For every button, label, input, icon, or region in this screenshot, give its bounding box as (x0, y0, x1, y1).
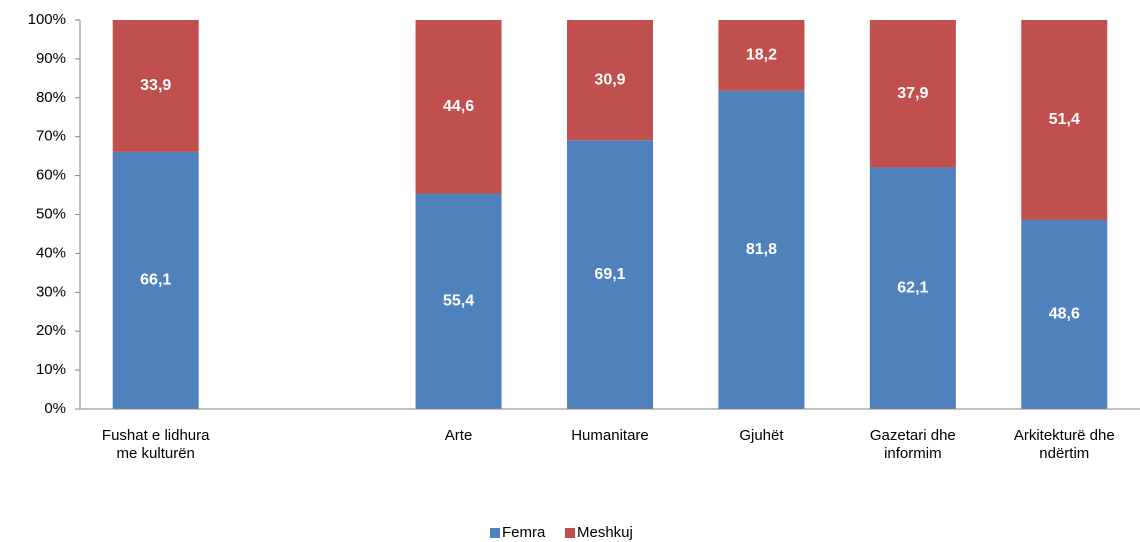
data-label: 66,1 (140, 272, 171, 289)
bar-segment (112, 20, 199, 152)
y-tick-label: 20% (36, 322, 66, 339)
legend-swatch (565, 528, 575, 538)
bar-segment (1021, 20, 1108, 220)
bar-segment (567, 140, 653, 410)
bar-segment (112, 151, 199, 409)
x-tick-label: Gjuhët (739, 427, 784, 444)
data-label: 62,1 (897, 279, 928, 296)
y-tick-label: 40% (36, 244, 66, 261)
y-tick-label: 0% (44, 400, 66, 417)
data-label: 18,2 (746, 47, 777, 64)
data-label: 55,4 (443, 292, 474, 309)
x-tick-label: Gazetari dhe informim (869, 427, 956, 462)
bar-segment (869, 20, 956, 168)
y-tick-label: 70% (36, 128, 66, 145)
data-label: 44,6 (443, 98, 474, 115)
bar-segment (1021, 219, 1108, 409)
y-tick-label: 90% (36, 50, 66, 67)
bar-segment (415, 193, 502, 409)
data-label: 37,9 (897, 85, 928, 102)
data-label: 51,4 (1049, 111, 1080, 128)
x-tick-label: Humanitare (571, 427, 649, 444)
data-label: 48,6 (1049, 306, 1080, 323)
x-tick-label: Fushat e lidhura me kulturën (101, 427, 210, 462)
data-label: 33,9 (140, 77, 171, 94)
bar-segment (415, 20, 502, 194)
y-tick-label: 10% (36, 361, 66, 378)
bar-segment (869, 167, 956, 409)
bar-segment (718, 20, 805, 91)
y-tick-label: 50% (36, 205, 66, 222)
data-label: 81,8 (746, 241, 777, 258)
legend-swatch (490, 528, 500, 538)
bar-segment (567, 20, 653, 141)
y-tick-label: 30% (36, 283, 66, 300)
y-tick-label: 100% (28, 11, 66, 28)
x-tick-label: Arkitekturë dhe ndërtim (1013, 427, 1115, 462)
bar-segment (718, 90, 805, 409)
x-tick-label: Arte (444, 427, 473, 444)
y-tick-label: 80% (36, 89, 66, 106)
data-label: 30,9 (594, 71, 625, 88)
data-label: 69,1 (594, 266, 625, 283)
legend-label: Meshkuj (577, 524, 633, 541)
y-tick-label: 60% (36, 167, 66, 184)
legend-label: Femra (502, 524, 546, 541)
